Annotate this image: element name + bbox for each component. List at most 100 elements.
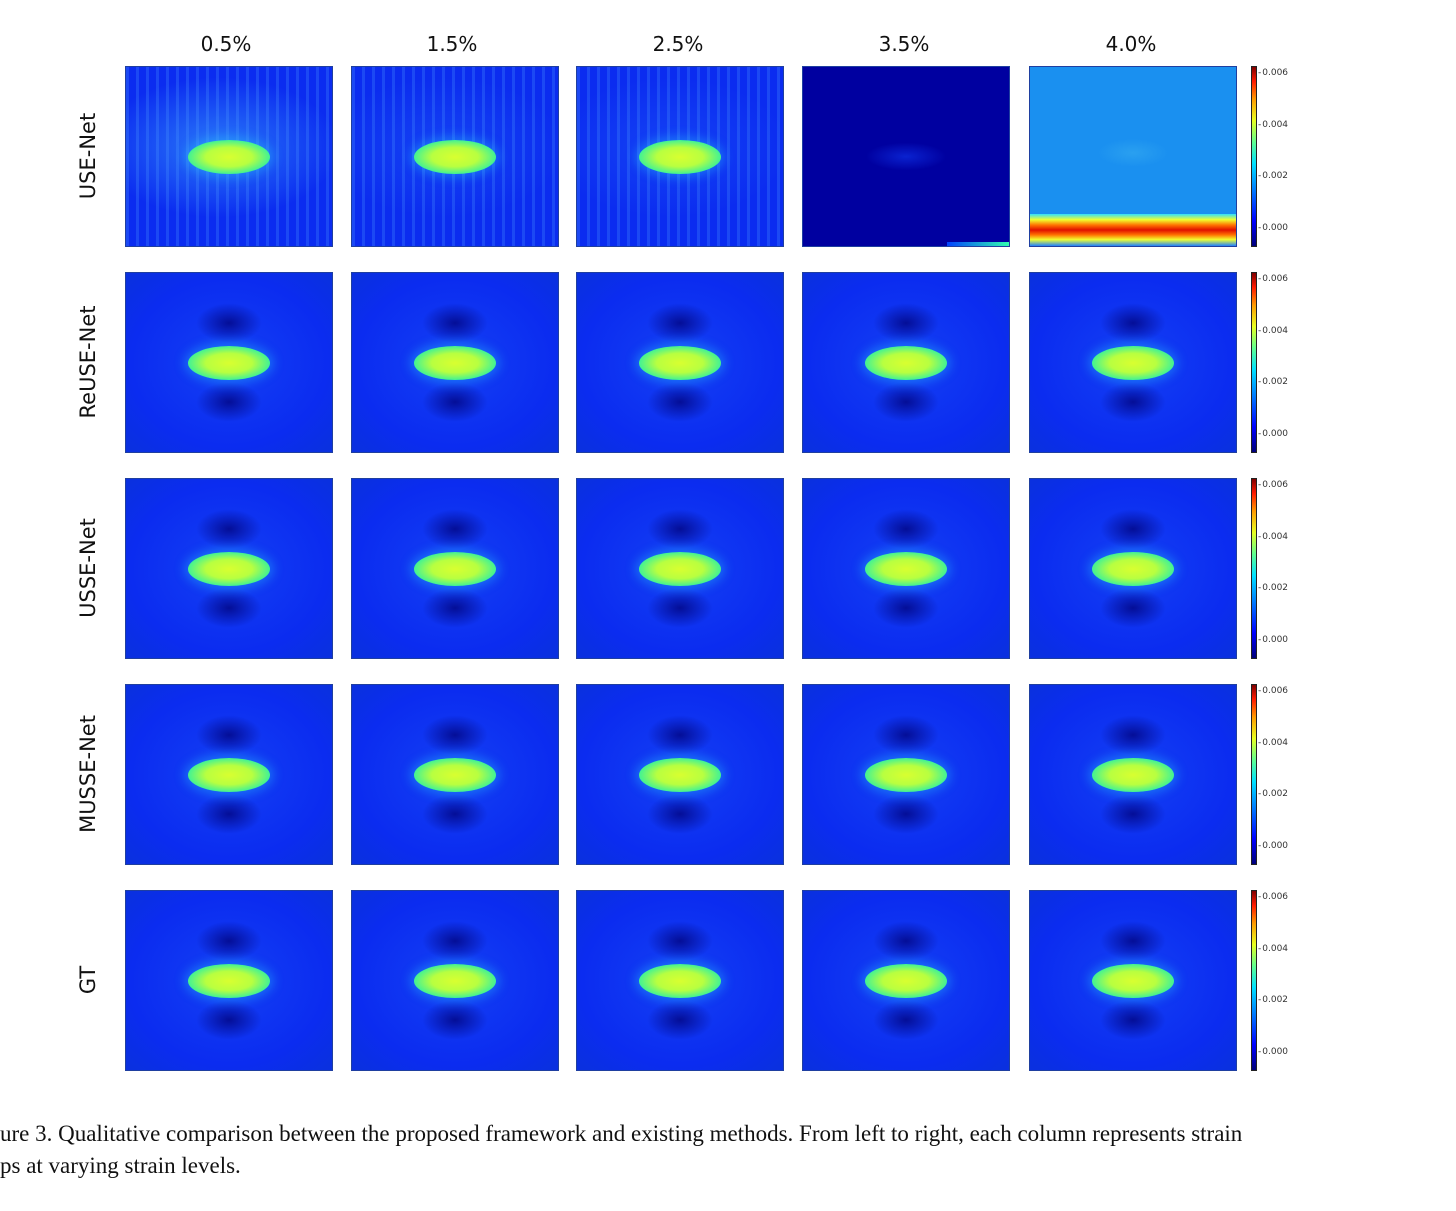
inclusion-blob: [413, 140, 497, 175]
inclusion-blob: [413, 964, 497, 999]
lower-shadow: [1100, 999, 1166, 1040]
colorbar-tick-1-1: 0.004: [1258, 326, 1288, 336]
inclusion-blob: [1091, 964, 1175, 999]
upper-shadow: [1100, 303, 1166, 344]
lower-shadow: [647, 381, 713, 422]
column-label-2: 2.5%: [652, 32, 704, 56]
colorbar-tick-2-2: 0.002: [1258, 583, 1288, 593]
artifact-stripe: [1030, 214, 1236, 246]
colorbar-tick-4-1: 0.004: [1258, 944, 1288, 954]
strain-map-4-4: [1029, 890, 1237, 1071]
upper-shadow: [873, 303, 939, 344]
colorbar-tick-3-3: 0.000: [1258, 841, 1288, 851]
upper-shadow: [422, 715, 488, 756]
strain-map-4-1: [351, 890, 559, 1071]
lower-shadow: [873, 381, 939, 422]
colorbar-tick-1-0: 0.006: [1258, 274, 1288, 284]
strain-map-2-4: [1029, 478, 1237, 659]
upper-shadow: [647, 715, 713, 756]
colorbar-tick-2-1: 0.004: [1258, 532, 1288, 542]
strain-map-0-4: [1029, 66, 1237, 247]
inclusion-blob: [187, 346, 271, 381]
colorbar-tick-3-1: 0.004: [1258, 738, 1288, 748]
inclusion-blob: [864, 346, 948, 381]
strain-map-1-3: [802, 272, 1010, 453]
lower-shadow: [422, 793, 488, 834]
colorbar-tick-1-2: 0.002: [1258, 377, 1288, 387]
strain-map-4-2: [576, 890, 784, 1071]
colorbar-tick-2-3: 0.000: [1258, 635, 1288, 645]
colorbar-tick-0-0: 0.006: [1258, 68, 1288, 78]
strain-map-3-2: [576, 684, 784, 865]
strain-map-4-3: [802, 890, 1010, 1071]
strain-map-2-0: [125, 478, 333, 659]
upper-shadow: [196, 715, 262, 756]
upper-shadow: [647, 509, 713, 550]
lower-shadow: [196, 999, 262, 1040]
strain-map-0-3: [802, 66, 1010, 247]
lower-shadow: [647, 793, 713, 834]
upper-shadow: [1100, 921, 1166, 962]
colorbar-row-0: [1251, 66, 1257, 247]
row-label-musse-net: MUSSE-Net: [76, 715, 100, 833]
inclusion-blob: [638, 552, 722, 587]
lower-shadow: [422, 381, 488, 422]
colorbar-tick-3-0: 0.006: [1258, 686, 1288, 696]
inclusion-blob: [413, 552, 497, 587]
colorbar-tick-0-1: 0.004: [1258, 120, 1288, 130]
inclusion-blob: [864, 552, 948, 587]
lower-shadow: [873, 793, 939, 834]
strain-map-2-3: [802, 478, 1010, 659]
strain-map-3-3: [802, 684, 1010, 865]
inclusion-blob: [413, 758, 497, 793]
colorbar-row-3: [1251, 684, 1257, 865]
row-label-use-net: USE-Net: [76, 112, 100, 200]
inclusion-blob: [638, 346, 722, 381]
strain-map-4-0: [125, 890, 333, 1071]
upper-shadow: [1100, 715, 1166, 756]
column-label-0: 0.5%: [200, 32, 252, 56]
lower-shadow: [422, 999, 488, 1040]
strain-map-background: [803, 67, 1009, 246]
upper-shadow: [196, 509, 262, 550]
inclusion-blob: [638, 758, 722, 793]
inclusion-blob: [1091, 346, 1175, 381]
lower-shadow: [873, 999, 939, 1040]
lower-shadow: [196, 587, 262, 628]
upper-shadow: [422, 921, 488, 962]
colorbar-tick-0-2: 0.002: [1258, 171, 1288, 181]
inclusion-blob: [187, 964, 271, 999]
strain-map-1-0: [125, 272, 333, 453]
colorbar-row-4: [1251, 890, 1257, 1071]
inclusion-blob: [864, 964, 948, 999]
upper-shadow: [873, 509, 939, 550]
colorbar-tick-3-2: 0.002: [1258, 789, 1288, 799]
strain-map-3-4: [1029, 684, 1237, 865]
colorbar-tick-0-3: 0.000: [1258, 223, 1288, 233]
column-label-1: 1.5%: [426, 32, 478, 56]
caption-line-2: ps at varying strain levels.: [0, 1153, 241, 1178]
colorbar-tick-2-0: 0.006: [1258, 480, 1288, 490]
row-label-gt: GT: [76, 965, 100, 995]
colorbar-tick-4-3: 0.000: [1258, 1047, 1288, 1057]
upper-shadow: [196, 303, 262, 344]
inclusion-blob: [413, 346, 497, 381]
strain-map-0-0: [125, 66, 333, 247]
colorbar-tick-4-2: 0.002: [1258, 995, 1288, 1005]
inclusion-blob: [638, 140, 722, 175]
strain-map-1-4: [1029, 272, 1237, 453]
upper-shadow: [1100, 509, 1166, 550]
upper-shadow: [422, 509, 488, 550]
colorbar-row-2: [1251, 478, 1257, 659]
caption-line-1: ure 3. Qualitative comparison between th…: [0, 1121, 1243, 1146]
edge-artifact: [947, 242, 1009, 246]
column-label-3: 3.5%: [878, 32, 930, 56]
inclusion-blob: [638, 964, 722, 999]
lower-shadow: [647, 999, 713, 1040]
inclusion-blob: [1091, 552, 1175, 587]
lower-shadow: [422, 587, 488, 628]
colorbar-tick-4-0: 0.006: [1258, 892, 1288, 902]
upper-shadow: [422, 303, 488, 344]
strain-map-2-1: [351, 478, 559, 659]
lower-shadow: [1100, 587, 1166, 628]
